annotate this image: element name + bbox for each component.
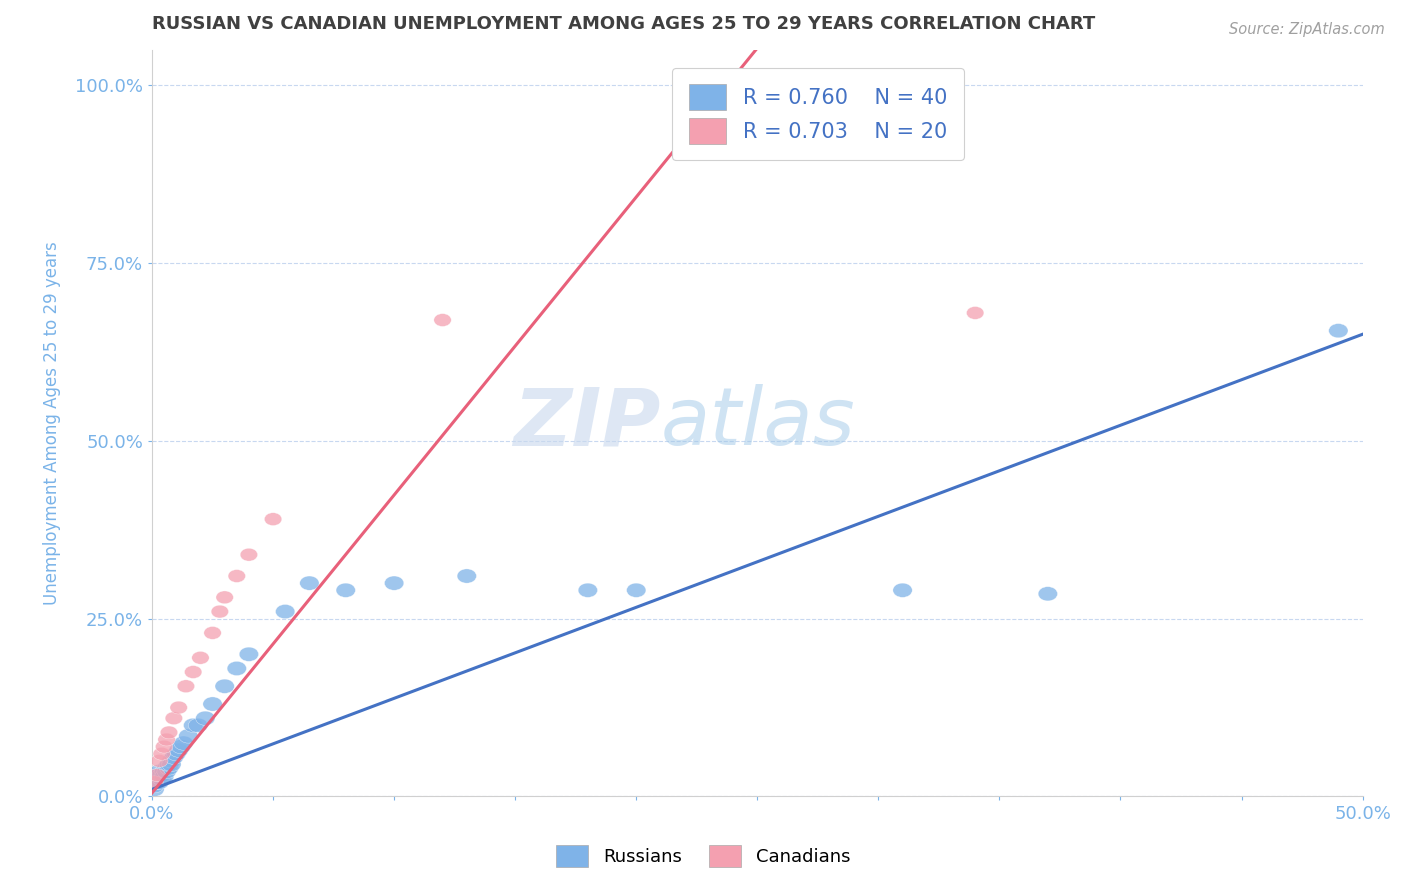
Ellipse shape [165,750,184,764]
Ellipse shape [195,711,215,725]
Ellipse shape [204,626,221,640]
Ellipse shape [215,679,235,693]
Ellipse shape [457,569,477,583]
Ellipse shape [240,549,257,561]
Ellipse shape [152,772,172,786]
Ellipse shape [148,769,166,781]
Y-axis label: Unemployment Among Ages 25 to 29 years: Unemployment Among Ages 25 to 29 years [44,241,60,605]
Ellipse shape [336,583,356,598]
Ellipse shape [299,576,319,591]
Ellipse shape [211,605,229,618]
Ellipse shape [627,583,645,598]
Ellipse shape [228,661,246,675]
Ellipse shape [169,743,188,757]
Ellipse shape [239,647,259,661]
Ellipse shape [153,747,170,760]
Ellipse shape [148,772,166,786]
Ellipse shape [1038,587,1057,601]
Ellipse shape [1329,324,1348,338]
Ellipse shape [578,583,598,598]
Ellipse shape [174,736,193,750]
Ellipse shape [264,513,281,525]
Ellipse shape [149,764,169,779]
Text: RUSSIAN VS CANADIAN UNEMPLOYMENT AMONG AGES 25 TO 29 YEARS CORRELATION CHART: RUSSIAN VS CANADIAN UNEMPLOYMENT AMONG A… [152,15,1095,33]
Text: Source: ZipAtlas.com: Source: ZipAtlas.com [1229,22,1385,37]
Ellipse shape [155,764,174,779]
Ellipse shape [152,768,172,782]
Ellipse shape [145,782,165,797]
Ellipse shape [157,764,176,779]
Ellipse shape [162,757,181,772]
Ellipse shape [156,740,173,753]
Ellipse shape [159,761,179,775]
Ellipse shape [157,761,176,775]
Ellipse shape [191,651,209,665]
Text: atlas: atlas [661,384,855,462]
Ellipse shape [149,768,169,782]
Ellipse shape [146,776,163,789]
Ellipse shape [159,757,179,772]
Ellipse shape [893,583,912,598]
Ellipse shape [150,755,167,767]
Ellipse shape [170,701,187,714]
Ellipse shape [184,718,202,732]
Ellipse shape [384,576,404,591]
Legend: Russians, Canadians: Russians, Canadians [548,838,858,874]
Ellipse shape [217,591,233,604]
Ellipse shape [202,697,222,711]
Ellipse shape [179,729,198,743]
Ellipse shape [172,739,191,754]
Ellipse shape [228,570,246,582]
Ellipse shape [177,680,194,692]
Ellipse shape [434,314,451,326]
Ellipse shape [148,775,166,789]
Ellipse shape [184,665,202,679]
Ellipse shape [160,726,177,739]
Ellipse shape [165,712,183,724]
Ellipse shape [155,770,174,784]
Ellipse shape [166,747,186,761]
Ellipse shape [276,605,295,619]
Text: ZIP: ZIP [513,384,661,462]
Ellipse shape [149,775,169,789]
Ellipse shape [157,733,176,746]
Ellipse shape [162,754,181,768]
Legend: R = 0.760    N = 40, R = 0.703    N = 20: R = 0.760 N = 40, R = 0.703 N = 20 [672,68,963,161]
Ellipse shape [145,779,165,793]
Ellipse shape [966,307,984,319]
Ellipse shape [188,718,208,732]
